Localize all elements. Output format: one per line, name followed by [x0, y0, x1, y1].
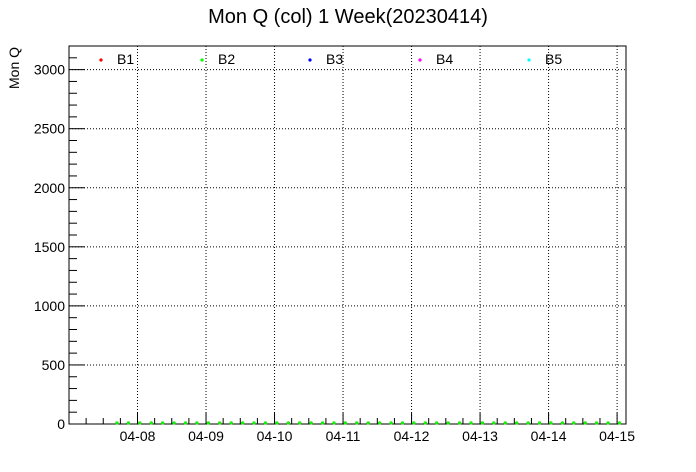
data-point	[286, 421, 290, 425]
data-point	[138, 421, 142, 425]
data-point	[595, 421, 599, 425]
y-tick-label: 1500	[34, 239, 65, 255]
legend-label: B1	[117, 51, 134, 67]
data-point	[252, 421, 256, 425]
data-point	[275, 421, 279, 425]
data-point	[469, 421, 473, 425]
legend: B1 B2 B3 B4 B5	[99, 51, 562, 67]
grid	[69, 46, 626, 424]
x-tick-label: 04-11	[326, 428, 361, 444]
data-point	[206, 421, 210, 425]
y-tick-label: 0	[57, 416, 65, 432]
data-point	[446, 421, 450, 425]
data-point	[400, 421, 405, 425]
legend-label: B3	[326, 51, 343, 67]
x-tick-label: 04-10	[257, 428, 293, 444]
data-point	[606, 421, 610, 425]
y-tick-label: 500	[42, 357, 66, 373]
y-tick-label: 2000	[34, 180, 65, 196]
x-tick-label: 04-15	[599, 428, 635, 444]
axes: 04-08 04-09 04-10 04-11 04-12 04-13 04-14 04-15…	[34, 45, 635, 444]
legend-marker	[200, 58, 204, 62]
data-point	[412, 421, 416, 425]
data-point	[503, 421, 507, 425]
legend-marker	[99, 58, 103, 62]
data-point	[229, 421, 233, 425]
data-point	[480, 421, 485, 425]
data-point	[526, 421, 530, 425]
x-tick-label: 04-13	[462, 428, 498, 444]
data-point	[263, 421, 268, 425]
data-point	[115, 421, 119, 425]
data-point	[457, 421, 462, 425]
plot-frame	[68, 45, 627, 425]
data-point	[320, 421, 325, 425]
data-point	[537, 421, 542, 425]
data-point	[515, 421, 519, 425]
data-point	[172, 421, 176, 425]
series	[115, 421, 622, 425]
data-point	[240, 421, 245, 425]
data-point	[195, 421, 199, 425]
data-point	[126, 421, 130, 425]
data-point	[183, 421, 188, 425]
x-tick-label: 04-14	[531, 428, 567, 444]
y-axis-label: Mon Q	[6, 47, 22, 89]
legend-marker	[527, 58, 531, 62]
data-point	[617, 421, 622, 425]
data-point	[149, 421, 153, 425]
y-tick-label: 1000	[34, 298, 65, 314]
data-point	[583, 421, 587, 425]
data-point	[378, 421, 382, 425]
data-point	[355, 421, 359, 425]
data-point	[423, 421, 427, 425]
legend-label: B2	[218, 51, 235, 67]
data-point	[343, 421, 347, 425]
data-point	[161, 421, 165, 425]
legend-label: B5	[545, 51, 562, 67]
data-point	[298, 421, 302, 425]
x-tick-label: 04-09	[188, 428, 224, 444]
chart-title: Mon Q (col) 1 Week(20230414)	[208, 6, 488, 28]
legend-label: B4	[436, 51, 453, 67]
y-tick-label: 3000	[34, 62, 65, 78]
data-point	[366, 421, 370, 425]
data-point	[332, 421, 336, 425]
legend-marker	[308, 58, 312, 62]
data-point	[560, 421, 564, 425]
data-point	[389, 421, 393, 425]
data-point	[492, 421, 496, 425]
legend-marker	[418, 58, 422, 62]
x-tick-label: 04-08	[120, 428, 156, 444]
data-point	[309, 421, 313, 425]
x-tick-label: 04-12	[394, 428, 430, 444]
data-point	[435, 421, 439, 425]
y-tick-label: 2500	[34, 121, 65, 137]
data-point	[218, 421, 222, 425]
data-point	[549, 421, 553, 425]
data-point	[572, 421, 576, 425]
